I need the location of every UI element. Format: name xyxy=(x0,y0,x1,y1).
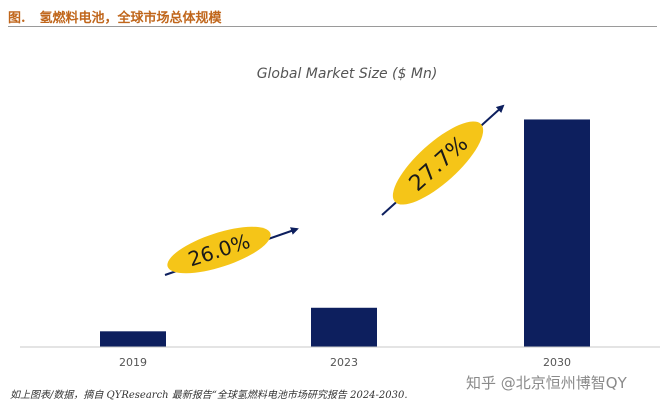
chart-title: Global Market Size ($ Mn) xyxy=(257,66,438,82)
growth-label-background-1 xyxy=(167,226,271,274)
figure-caption: 图. 氢燃料电池，全球市场总体规模 xyxy=(8,7,222,26)
growth-annotations: 26.0% 27.7% xyxy=(164,104,505,276)
bar-2019 xyxy=(100,331,166,347)
x-tick-labels: 2019 2023 2030 xyxy=(119,356,571,369)
bar-2023 xyxy=(311,307,377,347)
growth-label-background-2 xyxy=(392,121,484,205)
x-tick-label-2030: 2030 xyxy=(543,356,571,369)
x-tick-label-2019: 2019 xyxy=(119,356,147,369)
x-tick-label-2023: 2023 xyxy=(330,356,358,369)
bar-2030 xyxy=(524,119,590,347)
bar-chart: Global Market Size ($ Mn) 2019 2023 2030 2… xyxy=(20,66,660,369)
figure-prefix: 图. xyxy=(8,11,26,26)
growth-label-2: 27.7% xyxy=(392,121,484,205)
figure-title: 氢燃料电池，全球市场总体规模 xyxy=(39,11,222,26)
figure-header: 图. 氢燃料电池，全球市场总体规模 xyxy=(8,4,657,27)
watermark: 知乎 @北京恒州博智QY xyxy=(466,374,627,392)
source-note: 如上图表/数据，摘自 QYResearch 最新报告“全球氢燃料电池市场研究报告… xyxy=(10,390,408,401)
growth-label-1: 26.0% xyxy=(167,226,271,274)
bars-group xyxy=(100,119,590,347)
